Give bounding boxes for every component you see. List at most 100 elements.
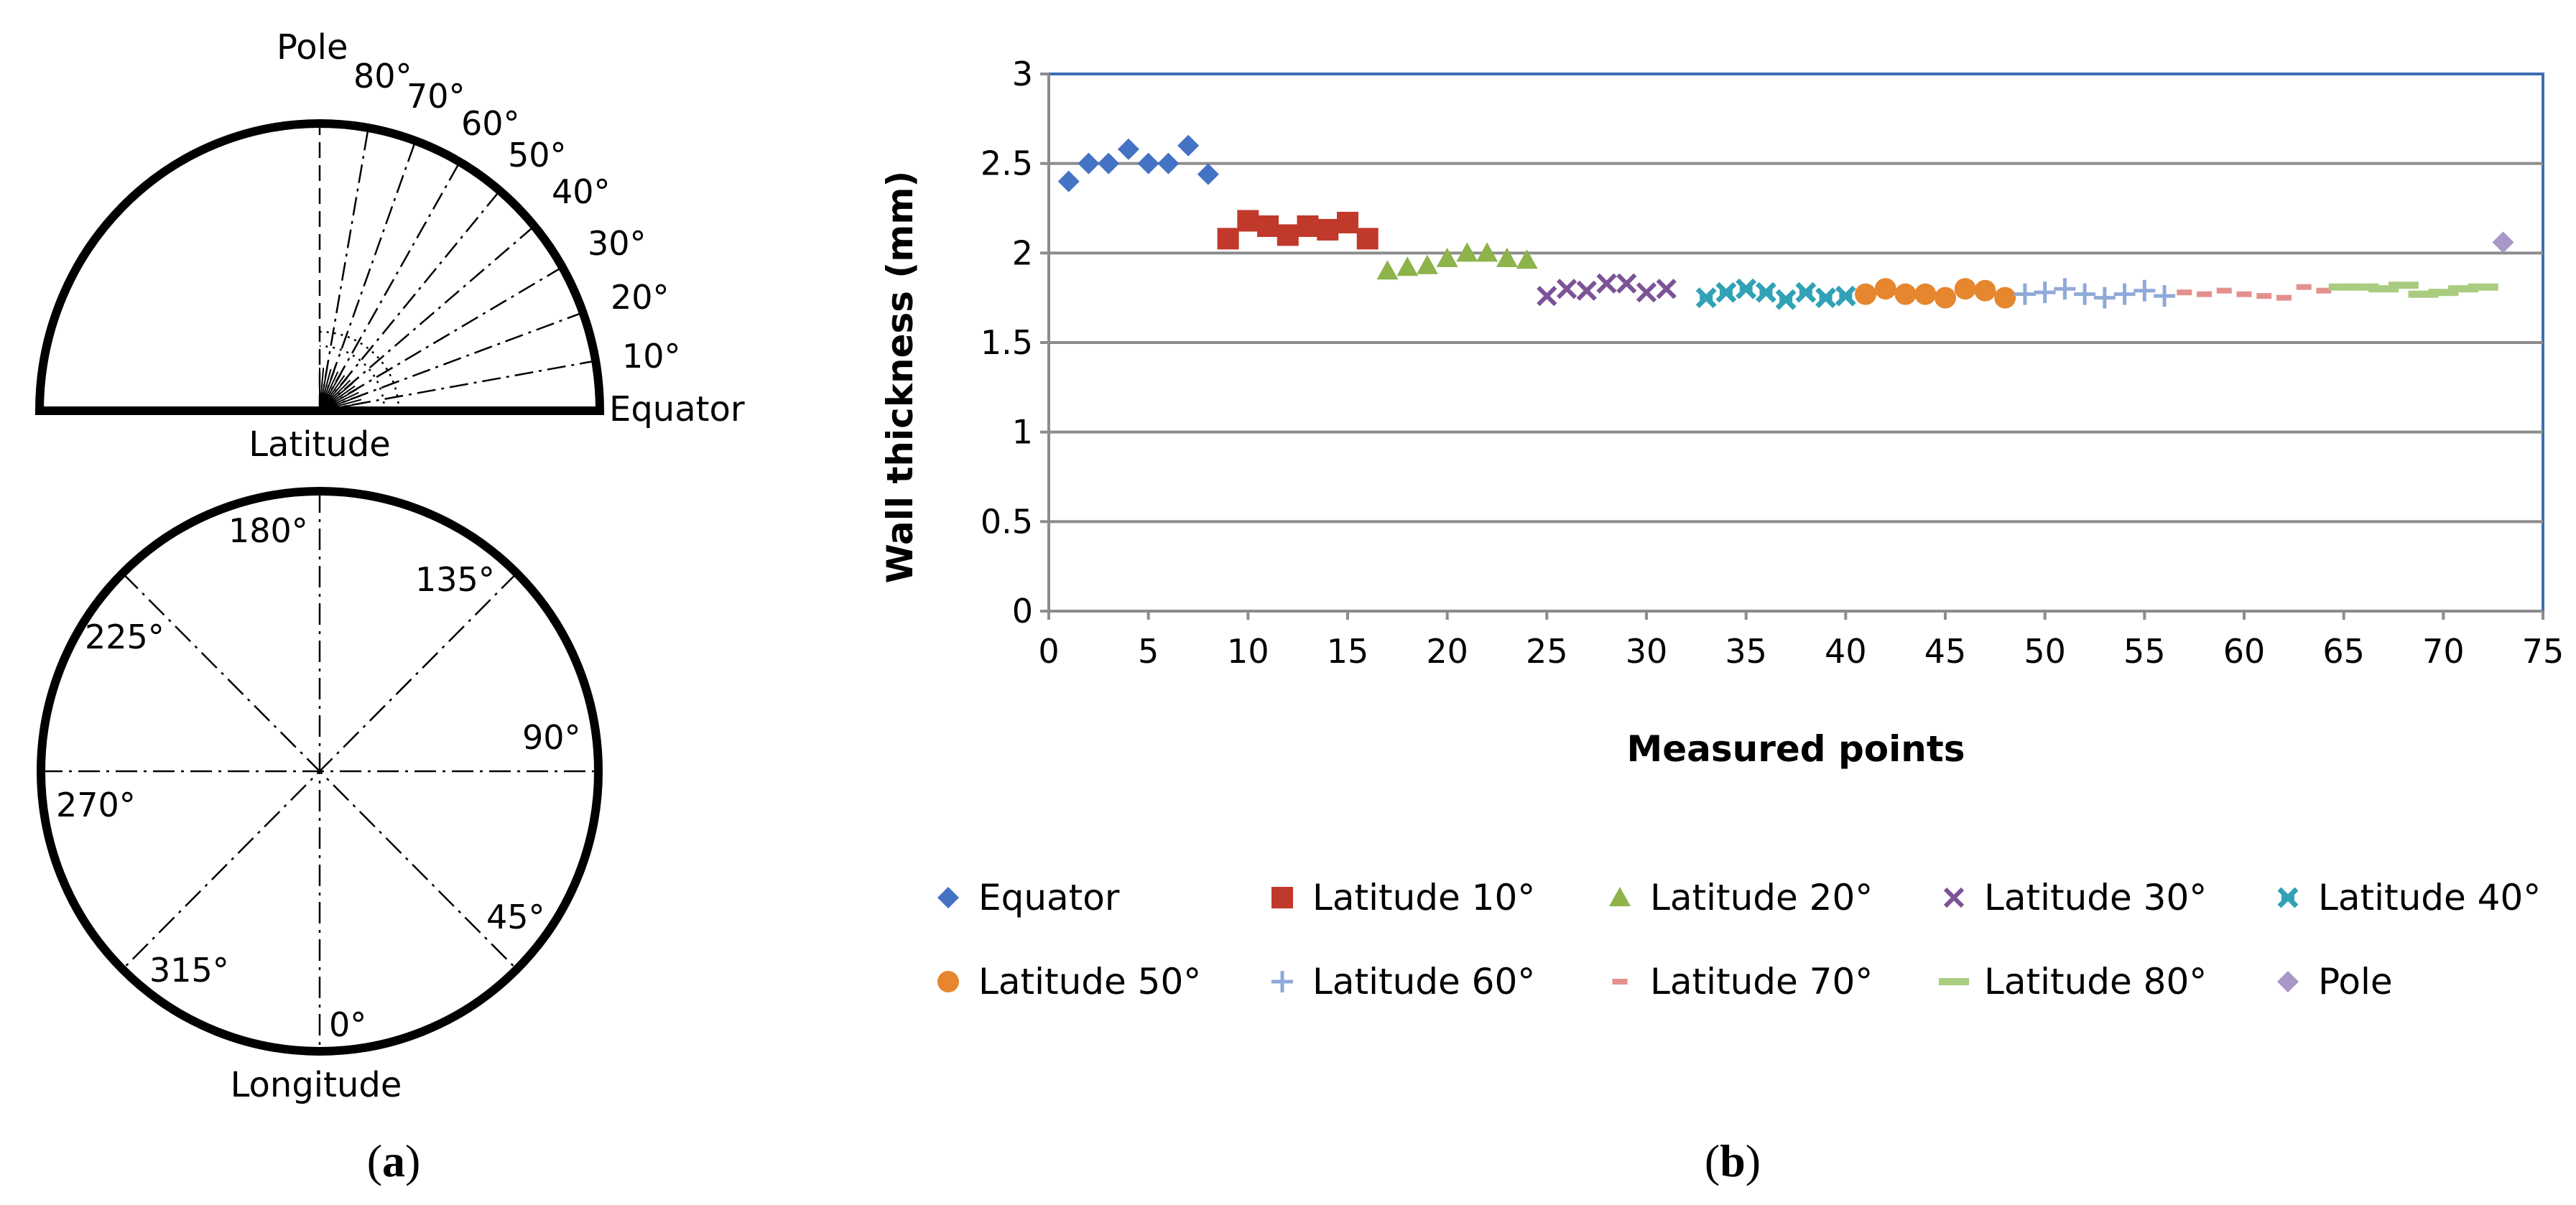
data-point-latitude-30	[1656, 279, 1677, 299]
data-point-latitude-40	[1835, 285, 1856, 307]
legend-label-equator: Equator	[978, 877, 1120, 918]
legend-label-latitude-10: Latitude 10°	[1312, 877, 1535, 918]
panel-b-label: (b)	[1705, 1135, 1761, 1186]
legend-label-latitude-70: Latitude 70°	[1650, 961, 1873, 1002]
data-point-latitude-80	[2428, 289, 2459, 297]
y-tick-labels: 0 0.5 1 1.5 2 2.5 3	[981, 55, 1033, 631]
data-point-equator	[1117, 138, 1139, 160]
legend: Equator Latitude 10° Latitude 20° Latitude …	[937, 877, 2541, 1002]
legend-label-latitude-40: Latitude 40°	[2318, 877, 2541, 918]
data-point-latitude-50	[1914, 283, 1937, 305]
x-tick-label: 25	[1526, 632, 1568, 671]
equator-label: Equator	[609, 389, 745, 429]
data-point-equator	[1157, 152, 1180, 175]
data-point-latitude-10	[1317, 218, 1339, 241]
latitude-ray	[318, 140, 417, 411]
x-tick-label: 45	[1924, 632, 1967, 671]
data-point-latitude-60	[2034, 282, 2056, 304]
data-point-latitude-30	[1596, 273, 1617, 294]
x-tick-label: 40	[1825, 632, 1867, 671]
legend-marker-latitude-80	[1939, 978, 1969, 985]
x-tick-label: 30	[1626, 632, 1668, 671]
lon-label-225: 225°	[85, 618, 165, 656]
lat-label-30: 30°	[588, 224, 647, 263]
data-point-latitude-60	[2074, 283, 2096, 305]
data-point-latitude-70	[2276, 294, 2292, 301]
latitude-ray	[318, 161, 461, 411]
latitude-ray	[319, 190, 501, 411]
lat-label-50: 50°	[508, 136, 567, 175]
lon-label-270: 270°	[56, 786, 136, 824]
lat-label-60: 60°	[461, 104, 520, 143]
legend-marker-equator	[937, 887, 959, 908]
data-point-latitude-70	[2316, 287, 2332, 294]
lat-label-80: 80°	[353, 57, 412, 96]
data-point-latitude-80	[2468, 283, 2498, 291]
data-point-latitude-50	[1855, 283, 1877, 305]
panel-a-letter: a	[382, 1135, 405, 1186]
lat-label-20: 20°	[611, 278, 670, 317]
y-tick-label: 1.5	[981, 323, 1033, 362]
legend-label-pole: Pole	[2318, 961, 2393, 1002]
data-point-latitude-30	[1636, 282, 1657, 303]
data-point-latitude-80	[2408, 290, 2439, 298]
data-point-latitude-20	[1416, 254, 1438, 274]
data-point-latitude-80	[2328, 283, 2359, 291]
data-point-latitude-10	[1337, 211, 1358, 233]
legend-marker-latitude-60	[1271, 971, 1293, 992]
data-point-latitude-50	[1894, 283, 1917, 305]
y-tick-label: 0	[1012, 592, 1033, 631]
panel-a-diagram: Pole Equator Latitude 10° 20° 30° 40° 50…	[34, 27, 745, 1186]
data-point-equator	[1197, 163, 1219, 185]
legend-label-latitude-50: Latitude 50°	[978, 961, 1201, 1002]
y-tick-label: 0.5	[981, 502, 1033, 541]
data-point-latitude-40	[1715, 282, 1737, 303]
lon-label-45: 45°	[486, 898, 545, 936]
x-tick-label: 15	[1327, 632, 1369, 671]
data-point-equator	[1057, 170, 1080, 192]
data-point-latitude-50	[1994, 287, 2016, 309]
data-point-latitude-60	[2113, 283, 2136, 305]
latitude-angle-labels: 10° 20° 30° 40° 50° 60° 70° 80°	[353, 57, 681, 376]
panel-a-paren-open: (	[367, 1135, 382, 1186]
data-point-latitude-70	[2197, 291, 2213, 297]
panel-b-letter: b	[1720, 1135, 1746, 1186]
lon-label-315: 315°	[149, 951, 229, 990]
legend-marker-latitude-30	[1943, 887, 1965, 908]
data-point-latitude-80	[2348, 283, 2379, 291]
lon-label-0: 0°	[329, 1005, 366, 1044]
lat-label-10: 10°	[622, 337, 681, 376]
data-point-latitude-40	[1775, 289, 1797, 310]
data-point-equator	[1098, 152, 1120, 175]
longitude-line	[121, 572, 518, 970]
data-point-pole	[2492, 231, 2514, 253]
data-point-equator	[1137, 152, 1159, 175]
semicircle-outline	[34, 119, 605, 415]
x-tick-labels: 0 5 10 15 20 25 30 35 40 45 50 55 60 65 70 75	[1038, 632, 2564, 671]
data-point-equator	[1177, 134, 1200, 157]
y-tick-label: 2.5	[981, 144, 1033, 183]
x-tick-label: 75	[2522, 632, 2565, 671]
data-point-latitude-30	[1576, 280, 1597, 301]
legend-label-latitude-20: Latitude 20°	[1650, 877, 1873, 918]
y-tick-label: 2	[1012, 233, 1033, 272]
x-axis-title: Measured points	[1626, 728, 1965, 770]
latitude-ray	[319, 266, 563, 412]
legend-marker-latitude-10	[1271, 887, 1293, 908]
data-point-latitude-30	[1556, 279, 1577, 299]
data-point-latitude-10	[1217, 228, 1239, 250]
data-point-latitude-70	[2256, 293, 2272, 299]
axes	[1040, 73, 2544, 620]
data-point-latitude-70	[2216, 287, 2232, 294]
legend-label-latitude-60: Latitude 60°	[1312, 961, 1535, 1002]
data-point-latitude-40	[1736, 278, 1757, 299]
x-tick-label: 65	[2322, 632, 2365, 671]
data-point-latitude-20	[1476, 242, 1498, 262]
legend-label-latitude-30: Latitude 30°	[1984, 877, 2207, 918]
data-point-latitude-60	[2093, 287, 2116, 309]
data-point-latitude-40	[1695, 287, 1717, 309]
x-tick-label: 5	[1138, 632, 1159, 671]
data-point-latitude-70	[2177, 289, 2192, 296]
data-point-latitude-60	[2133, 279, 2156, 302]
